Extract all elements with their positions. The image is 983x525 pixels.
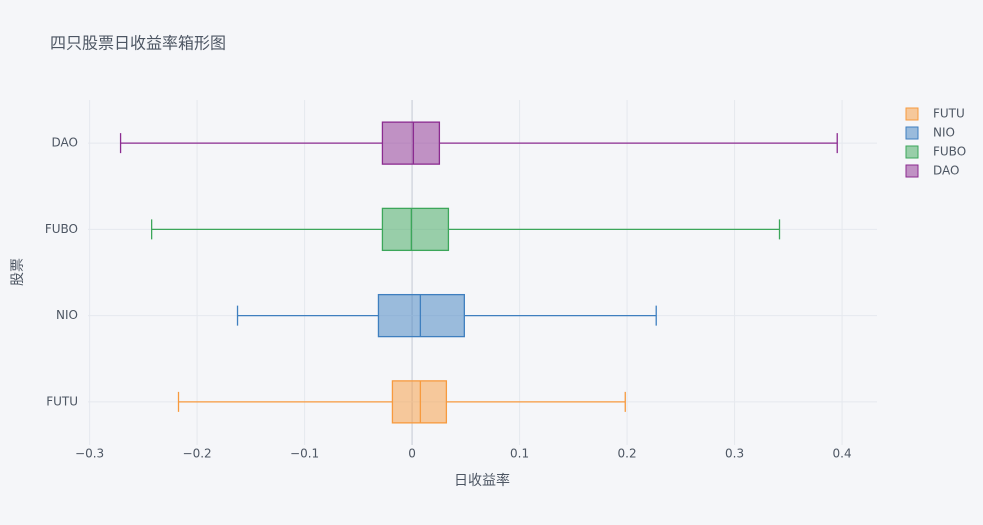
legend-label: DAO	[933, 164, 959, 178]
y-axis-title: 股票	[10, 258, 26, 286]
legend-swatch	[905, 126, 919, 140]
legend-label: FUTU	[933, 107, 965, 121]
x-tick-label: 0	[408, 447, 416, 461]
box	[381, 207, 450, 252]
box	[381, 121, 441, 165]
x-tick-label: 0.3	[725, 447, 744, 461]
y-tick-label: FUTU	[46, 394, 78, 408]
y-tick-label: DAO	[52, 136, 78, 150]
legend-label: FUBO	[933, 145, 966, 159]
x-tick-label: −0.3	[75, 447, 104, 461]
box	[377, 293, 465, 338]
legend-swatch	[905, 164, 919, 178]
y-tick-label: NIO	[56, 308, 78, 322]
chart-title: 四只股票日收益率箱形图	[50, 34, 226, 53]
x-tick-label: −0.2	[183, 447, 212, 461]
x-tick-label: 0.1	[510, 447, 529, 461]
legend-label: NIO	[933, 126, 955, 140]
legend-swatch	[905, 145, 919, 159]
x-tick-label: 0.4	[833, 447, 852, 461]
x-tick-label: 0.2	[618, 447, 637, 461]
legend-swatch	[905, 107, 919, 121]
y-tick-label: FUBO	[45, 222, 78, 236]
x-tick-label: −0.1	[290, 447, 319, 461]
box	[391, 380, 448, 424]
x-axis-title: 日收益率	[454, 472, 510, 489]
